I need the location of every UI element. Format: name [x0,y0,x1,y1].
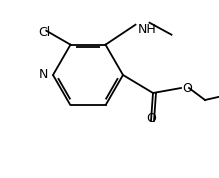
Text: NH: NH [138,23,156,36]
Text: O: O [146,112,156,125]
Text: N: N [39,69,48,82]
Text: O: O [182,82,192,95]
Text: Cl: Cl [38,26,50,39]
